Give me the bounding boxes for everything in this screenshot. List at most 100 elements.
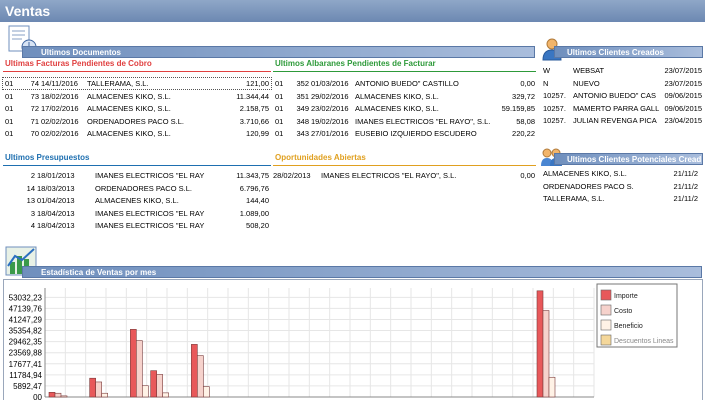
bar-importe — [191, 344, 198, 398]
cell-fecha: 23/07/2015 — [664, 78, 702, 88]
presupuesto-row[interactable]: 3 18/04/2013 IMANES ELECTRICOS "EL RAY 1.08… — [3, 208, 271, 219]
cell-importe: 11.343,75 — [236, 171, 269, 180]
cell-cliente: IMANES ELECTRICOS "EL RAY — [95, 171, 205, 180]
cell-nombre: TALLERAMA, S.L. — [543, 194, 605, 203]
bar-costo — [95, 381, 102, 398]
cell-fecha: 02/02/2016 — [41, 116, 79, 126]
albaran-row[interactable]: 01 351 29/02/2016 ALMACENES KIKO, S.L. 329,7… — [273, 91, 536, 102]
cell-importe: 144,40 — [246, 196, 269, 205]
chart-section-title: Estadística de Ventas por mes — [41, 268, 157, 277]
bar-beneficio — [101, 392, 108, 398]
cell-cliente: ALMACENES KIKO, S.L. — [87, 129, 171, 138]
cell-fecha: 21/11/2 — [673, 181, 698, 191]
cell-code: 10257. — [543, 91, 566, 100]
bar-costo — [136, 340, 143, 398]
presupuesto-row[interactable]: 14 18/03/2013 ORDENADORES PACO S.L. 6.796,7… — [3, 183, 271, 194]
window-title-bar: Ventas — [0, 0, 705, 22]
presupuesto-row[interactable]: 2 18/01/2013 IMANES ELECTRICOS "EL RAY 11.3… — [3, 170, 271, 181]
potenciales-section-title: Ultimos Clientes Potenciales Cread — [567, 155, 702, 164]
cell-num: 351 — [296, 91, 309, 101]
cell-fecha: 01/04/2013 — [37, 196, 75, 205]
cobro-row[interactable]: 01 74 14/11/2016 TALLERAMA, S.L. 121,00 — [2, 77, 272, 90]
cell-fecha: 23/07/2015 — [664, 66, 702, 75]
legend-label: Costo — [614, 308, 632, 315]
cell-importe: 6.796,76 — [239, 183, 269, 193]
legend-label: Importe — [614, 293, 638, 300]
albaranes-underline — [273, 71, 536, 72]
cell-num: 74 — [30, 79, 39, 88]
presupuestos-underline — [3, 165, 271, 166]
cell-fecha: 29/02/2016 — [311, 91, 349, 101]
cell-cliente: EUSEBIO IZQUIERDO ESCUDERO — [355, 129, 477, 138]
cell-serie: 01 — [275, 129, 284, 138]
cell-cliente: IMANES ELECTRICOS "EL RAY — [95, 221, 205, 230]
bar-beneficio — [162, 392, 169, 398]
cell-nombre: WEBSAT — [573, 66, 605, 75]
chart-frame: 53032,23 47139,76 41247,29 35354,82 29462,35… — [3, 279, 703, 401]
bar-costo — [542, 310, 550, 398]
cell-serie: 01 — [5, 129, 14, 138]
y-tick-label: 17677,41 — [9, 360, 43, 369]
cell-code: W — [543, 66, 551, 75]
cell-serie: 01 — [275, 79, 284, 88]
cell-serie: 01 — [5, 116, 14, 126]
presupuestos-title: Ultimos Presupuestos — [5, 153, 90, 162]
cell-fecha: 28/02/2013 — [273, 171, 311, 180]
albaran-row[interactable]: 01 343 27/01/2016 EUSEBIO IZQUIERDO ESCUDER… — [273, 128, 536, 139]
cell-cliente: ALMACENES KIKO, S.L. — [87, 91, 171, 101]
cell-num: 73 — [30, 91, 39, 101]
cell-serie: 01 — [275, 104, 284, 113]
cliente-row[interactable]: N NUEVO 23/07/2015 — [540, 78, 703, 89]
cell-importe: 121,00 — [246, 79, 269, 88]
presupuesto-row[interactable]: 4 18/04/2013 IMANES ELECTRICOS "EL RAY 508,… — [3, 220, 271, 231]
cobro-row[interactable]: 01 73 18/02/2016 ALMACENES KIKO, S.L. 11.344… — [3, 91, 271, 102]
cell-cliente: IMANES ELECTRICOS "EL RAY — [95, 208, 205, 218]
clientes-section-title: Ultimos Clientes Creados — [567, 48, 664, 57]
sales-chart: 53032,23 47139,76 41247,29 35354,82 29462,35… — [9, 283, 678, 401]
cell-fecha: 18/03/2013 — [37, 183, 75, 193]
bar-importe — [89, 377, 96, 398]
cobro-row[interactable]: 01 70 02/02/2016 ALMACENES KIKO, S.L. 120,99 — [3, 128, 271, 139]
bar-beneficio — [548, 376, 556, 398]
cell-importe: 2.158,75 — [239, 104, 269, 113]
y-tick-label: 5892,47 — [13, 382, 42, 391]
cell-cliente: IMANES ELECTRICOS "EL RAYO", S.L. — [355, 116, 491, 126]
presupuesto-row[interactable]: 13 01/04/2013 ALMACENES KIKO, S.L. 144,40 — [3, 195, 271, 206]
cell-code: 10257. — [543, 103, 566, 113]
cell-importe: 329,72 — [512, 91, 535, 101]
cell-importe: 0,00 — [520, 79, 535, 88]
cobro-underline — [3, 71, 271, 72]
potencial-row[interactable]: ALMACENES KIKO, S.L. 21/11/2 — [540, 168, 703, 179]
window-title: Ventas — [5, 3, 51, 19]
potencial-row[interactable]: TALLERAMA, S.L. 21/11/2 — [540, 193, 703, 204]
potencial-row[interactable]: ORDENADORES PACO S. 21/11/2 — [540, 181, 703, 192]
albaran-row[interactable]: 01 348 19/02/2016 IMANES ELECTRICOS "EL RAY… — [273, 116, 536, 127]
cell-cliente: ORDENADORES PACO S.L. — [87, 116, 184, 126]
cell-serie: 01 — [275, 91, 284, 101]
cobro-row[interactable]: 01 71 02/02/2016 ORDENADORES PACO S.L. 3.710… — [3, 116, 271, 127]
cell-num: 13 — [26, 196, 35, 205]
bar-beneficio — [142, 385, 149, 398]
cell-fecha: 18/01/2013 — [37, 171, 75, 180]
cliente-row[interactable]: 10257. ANTONIO BUEDO" CAS 09/06/2015 — [540, 90, 703, 101]
cell-fecha: 18/02/2016 — [41, 91, 79, 101]
cell-fecha: 23/02/2016 — [311, 104, 349, 113]
cell-cliente: ANTONIO BUEDO" CASTILLO — [355, 79, 459, 88]
cell-cliente: ALMACENES KIKO, S.L. — [355, 91, 439, 101]
albaran-row[interactable]: 01 349 23/02/2016 ALMACENES KIKO, S.L. 59.15… — [273, 103, 536, 114]
cell-importe: 0,00 — [520, 171, 535, 180]
cliente-row[interactable]: 10257. MAMERTO PARRA GALL 09/06/2015 — [540, 103, 703, 114]
oportunidad-row[interactable]: 28/02/2013 IMANES ELECTRICOS "EL RAYO", S… — [273, 170, 536, 181]
cell-num: 72 — [30, 104, 39, 113]
cell-cliente: ALMACENES KIKO, S.L. — [355, 104, 439, 113]
cell-importe: 11.344,44 — [236, 91, 269, 101]
cell-serie: 01 — [5, 79, 14, 88]
cell-fecha: 18/04/2013 — [37, 221, 75, 230]
cliente-row[interactable]: W WEBSAT 23/07/2015 — [540, 65, 703, 76]
cobro-row[interactable]: 01 72 17/02/2016 ALMACENES KIKO, S.L. 2.158,… — [3, 103, 271, 114]
cell-serie: 01 — [5, 91, 14, 101]
y-tick-label: 53032,23 — [9, 293, 43, 302]
albaran-row[interactable]: 01 352 01/03/2016 ANTONIO BUEDO" CASTILLO 0,… — [273, 78, 536, 89]
cliente-row[interactable]: 10257. JULIAN REVENGA PICA 23/04/2015 — [540, 115, 703, 126]
y-tick-label: 11784,94 — [9, 371, 42, 380]
